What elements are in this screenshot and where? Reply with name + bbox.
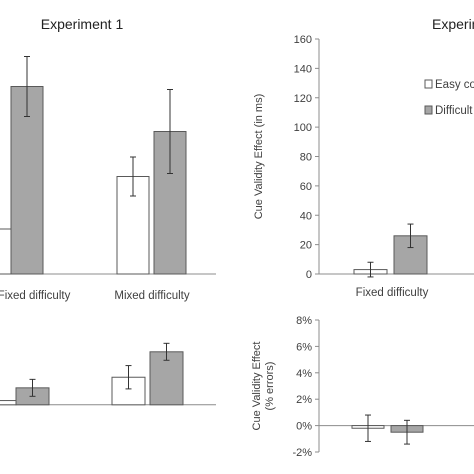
panel-title-experiment-2: Experiment 2 [432,16,474,32]
exp2-rt-y-tick-label: 20 [300,240,312,252]
exp2-err-y-tick-label: 6% [296,341,312,353]
exp2-rt-y-tick-label: 120 [294,93,312,105]
exp2-rt-y-axis-label: Cue Validity Effect (in ms) [253,94,265,220]
exp2-err-y-tick-label: 2% [296,394,312,406]
exp2-rt-y-tick-label: 140 [294,63,312,75]
exp1-rt-category-label: Mixed difficulty [114,290,189,302]
panel-title-experiment-1: Experiment 1 [41,16,124,32]
exp2-err-y-axis-label: Cue Validity Effect [251,342,263,431]
exp2-rt-y-tick-label: 80 [300,152,312,164]
legend-label-easy: Easy condition [435,79,474,91]
exp2-rt-y-tick-label: 100 [294,122,312,134]
legend-swatch-difficult [424,105,433,115]
exp2-rt-y-tick-label: 0 [306,269,312,281]
exp2-err-y-tick-label: -2% [292,447,312,459]
exp2-rt-y-tick-label: 40 [300,210,312,222]
legend-swatch-easy [424,79,433,89]
legend-label-difficult: Difficult condition [435,105,474,117]
exp2-err-y-tick-label: 4% [296,368,312,380]
exp2-err-y-tick-label: 0% [296,421,312,433]
exp2-err-y-tick-label: 8% [296,315,312,327]
exp2-rt-y-tick-label: 160 [294,34,312,46]
exp2-rt-y-tick-label: 60 [300,181,312,193]
exp2-err-y-axis-label-2: (% errors) [264,362,276,411]
exp1-err-bar-easy [0,400,17,406]
exp1-rt-bar-difficult [10,86,44,275]
exp2-rt-category-label: Fixed difficulty [356,287,429,299]
exp1-rt-category-label: Fixed difficulty [0,290,71,302]
